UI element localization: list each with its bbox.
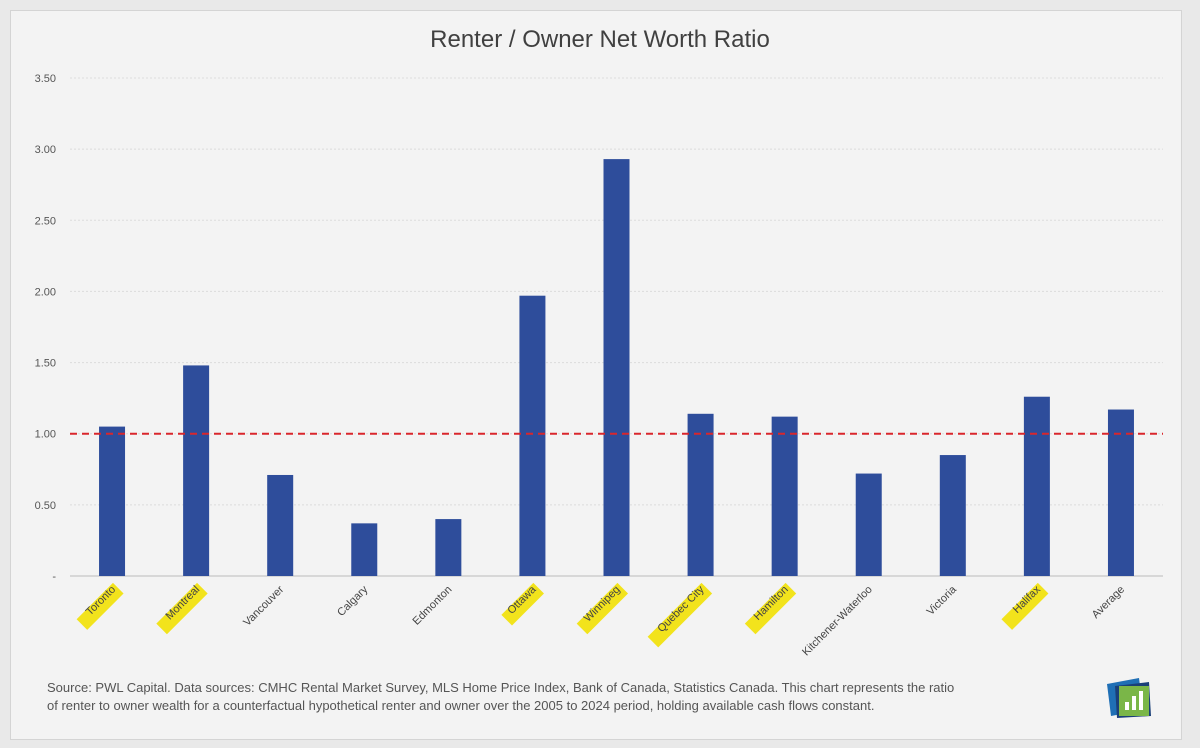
chart-title: Renter / Owner Net Worth Ratio [430,26,770,53]
bar-victoria [939,455,966,576]
bar-toronto [99,426,126,576]
y-tick-label: 3.50 [35,73,56,85]
x-label-highlight [744,582,797,635]
x-label-highlight [501,582,544,626]
bar-edmonton [435,519,462,576]
x-tick-label: Victoria [925,583,960,618]
bar-kitchener-waterloo [855,473,882,576]
x-label-highlight [76,582,124,630]
y-tick-label: 1.00 [35,429,56,441]
x-label-highlight [576,582,629,635]
y-tick-label: 0.50 [35,500,56,512]
x-tick-label: Calgary [335,583,371,619]
bar-winnipeg [603,159,630,577]
x-tick-label: Quebec City [655,583,707,635]
y-tick-label: 3.00 [35,144,56,156]
bar-halifax [1023,396,1050,576]
bar-montreal [183,365,210,576]
bar-ottawa [519,295,546,576]
x-tick-label: Average [1090,584,1127,621]
bar-vancouver [267,474,294,576]
bar-hamilton [771,416,798,576]
y-tick-label: 2.50 [35,215,56,227]
source-line-1: Source: PWL Capital. Data sources: CMHC … [47,680,955,695]
y-tick-label: 1.50 [35,358,56,370]
x-tick-label: Kitchener-Waterloo [800,584,875,659]
x-label-highlight [1001,582,1049,630]
bar-calgary [351,523,378,576]
bar-average [1107,409,1134,576]
y-tick-label: 2.00 [35,286,56,298]
x-label-highlight [156,582,208,635]
x-tick-label: Edmonton [411,584,455,628]
x-tick-label: Vancouver [241,583,286,628]
y-tick-label: - [52,571,56,583]
source-note: Source: PWL Capital. Data sources: CMHC … [47,679,1067,715]
bar-chart-logo-icon [1107,678,1151,718]
source-line-2: of renter to owner wealth for a counterf… [47,698,875,713]
x-label-highlight [647,582,713,648]
bar-quebec-city [687,413,714,576]
